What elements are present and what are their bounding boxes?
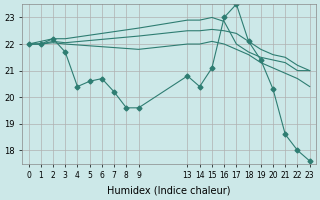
X-axis label: Humidex (Indice chaleur): Humidex (Indice chaleur) — [108, 186, 231, 196]
